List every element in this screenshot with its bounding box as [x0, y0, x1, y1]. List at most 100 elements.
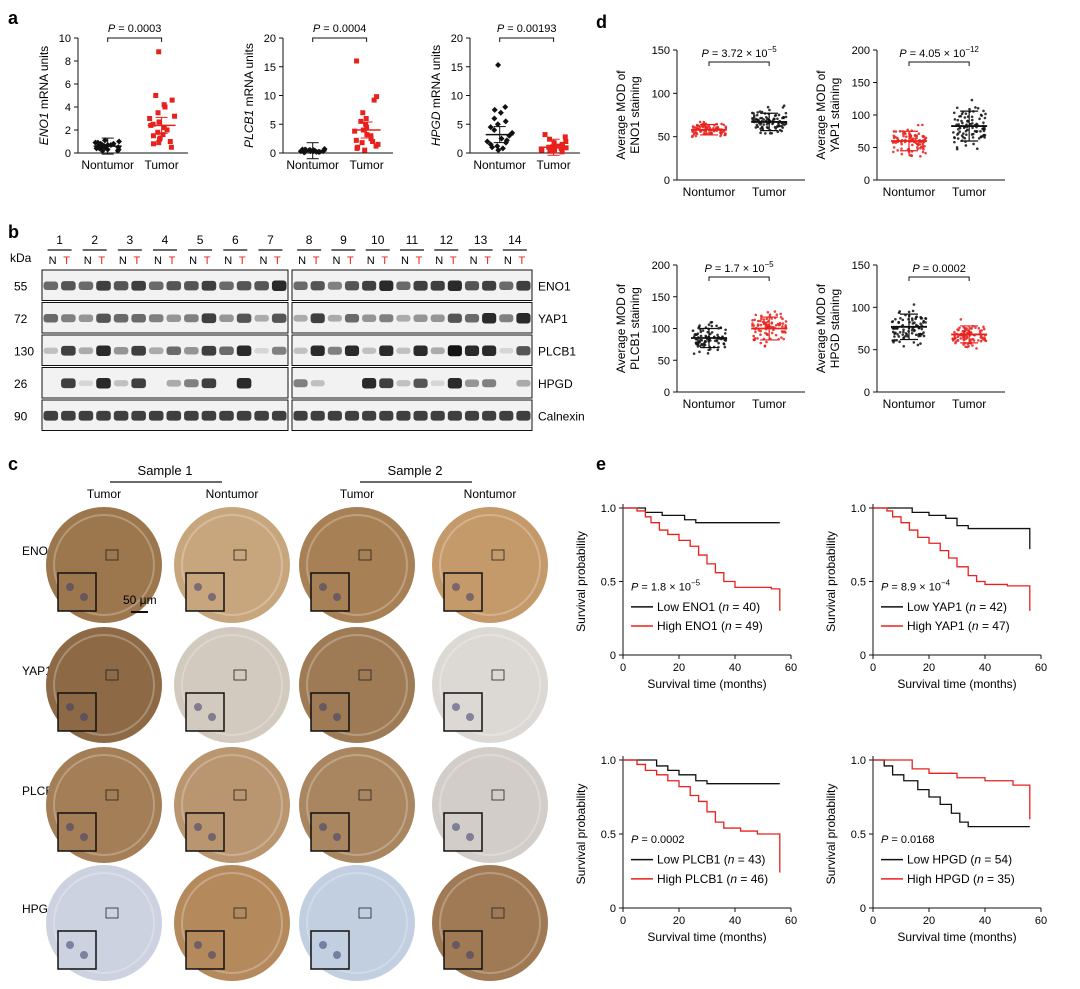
e-p-letter: P [881, 581, 889, 593]
c-inset [57, 692, 97, 732]
d-significance-bracket [908, 276, 970, 281]
c-tissue-texture [53, 754, 155, 856]
b-lane-n: N [332, 255, 340, 267]
c-zoom-box [105, 907, 119, 919]
d-data-point [902, 336, 905, 339]
d-data-point [915, 323, 918, 327]
d-data-point [972, 142, 975, 146]
b-band [131, 280, 146, 291]
d-data-point [766, 105, 770, 109]
b-protein-label: HPGD [538, 377, 573, 391]
e-legend-low-rest: = 43) [734, 853, 765, 867]
a-p-value: P = 0.00193 [497, 23, 557, 35]
d-data-point [974, 326, 977, 329]
b-band [362, 347, 377, 354]
a-data-point [150, 121, 156, 127]
a-data-point [354, 145, 360, 151]
b-band [344, 313, 360, 323]
c-zoom-box [491, 789, 505, 801]
b-band [499, 410, 514, 421]
a-significance-bracket [312, 37, 368, 42]
d-data-point [722, 342, 726, 345]
d-data-point [699, 130, 702, 133]
a-y-tick-label: 15 [264, 62, 276, 74]
d-data-point [715, 339, 719, 343]
a-data-point [562, 134, 568, 140]
d-data-point [778, 124, 781, 128]
d-data-point [976, 106, 980, 110]
d-data-point [910, 329, 914, 332]
d-data-point [953, 140, 956, 144]
e-legend-high-n: n [972, 619, 979, 633]
e-legend-high-rest: = 35) [984, 872, 1015, 886]
b-band [413, 314, 428, 322]
d-data-point [970, 118, 974, 122]
d-data-point [969, 339, 972, 342]
d-data-point [924, 321, 927, 324]
b-band [464, 313, 480, 323]
d-data-point [751, 322, 754, 325]
d-data-point [910, 154, 913, 157]
d-x-label-nontumor: Nontumor [683, 397, 736, 411]
b-band [43, 347, 59, 354]
d-p-value: P = 1.7 × 10−5 [705, 260, 775, 275]
c-inset-nucleus [466, 833, 474, 841]
d-data-point [691, 125, 695, 128]
d-data-point [907, 151, 911, 154]
d-data-point [978, 117, 981, 121]
d-data-point [896, 149, 900, 152]
d-data-point [777, 113, 781, 117]
b-band [254, 314, 269, 322]
a-data-point [167, 139, 173, 144]
b-band [362, 280, 377, 291]
d-y-tick-label: 0 [664, 175, 670, 187]
d-data-point [919, 342, 922, 345]
d-data-point [983, 116, 987, 120]
d-data-point [724, 133, 727, 137]
a-p-value: P = 0.0004 [313, 23, 367, 35]
e-y-tick-label: 0.5 [851, 829, 866, 841]
b-kda-value: 26 [14, 377, 28, 391]
e-y-tick-label: 0.5 [601, 577, 616, 589]
b-lane-t: T [484, 255, 491, 267]
c-inset [310, 930, 350, 970]
d-data-point [952, 131, 955, 134]
b-band [293, 281, 308, 291]
a-y-tick-label: 10 [59, 33, 71, 45]
d-data-point [775, 313, 779, 317]
e-legend-high-label: High ENO1 ( [657, 619, 725, 633]
e-p-rest: = 1.8 × 10 [638, 581, 691, 593]
d-data-point [759, 341, 763, 345]
e-legend-low: Low YAP1 (n = 42) [907, 600, 1007, 614]
e-x-tick-label: 40 [979, 915, 991, 927]
d-data-point [891, 330, 895, 334]
d-data-point [924, 151, 927, 155]
d-data-point [956, 132, 960, 135]
e-curve-high [623, 759, 781, 873]
e-y-axis-label: Survival probability [574, 784, 588, 885]
d-data-point [977, 339, 980, 342]
b-band [166, 346, 182, 356]
d-data-point [719, 326, 723, 330]
d-p-letter: P [899, 48, 907, 60]
c-inset-nucleus [466, 951, 474, 959]
e-x-tick-label: 20 [923, 915, 935, 927]
d-data-point [892, 339, 895, 343]
panel-e-survival-curves: 0 20 40 60 0 0.5 1.0 Survival time (months) Surv… [574, 503, 1047, 944]
b-band [413, 280, 428, 291]
e-legend-low-n: n [722, 600, 729, 614]
d-data-point [963, 116, 967, 119]
b-band [482, 379, 497, 388]
d-data-point [765, 321, 768, 324]
a-data-point [92, 139, 99, 146]
d-y-label-line1: Average MOD of [814, 70, 828, 160]
a-data-point [559, 141, 565, 147]
b-lane-t: T [63, 255, 70, 267]
d-data-point [912, 341, 916, 344]
e-legend-low-label: Low PLCB1 ( [657, 853, 728, 867]
a-data-point [363, 116, 369, 121]
c-inset-nucleus [333, 951, 341, 959]
b-lane-number: 1 [56, 233, 63, 247]
d-x-label-tumor: Tumor [952, 397, 986, 411]
a-data-point [484, 138, 491, 145]
